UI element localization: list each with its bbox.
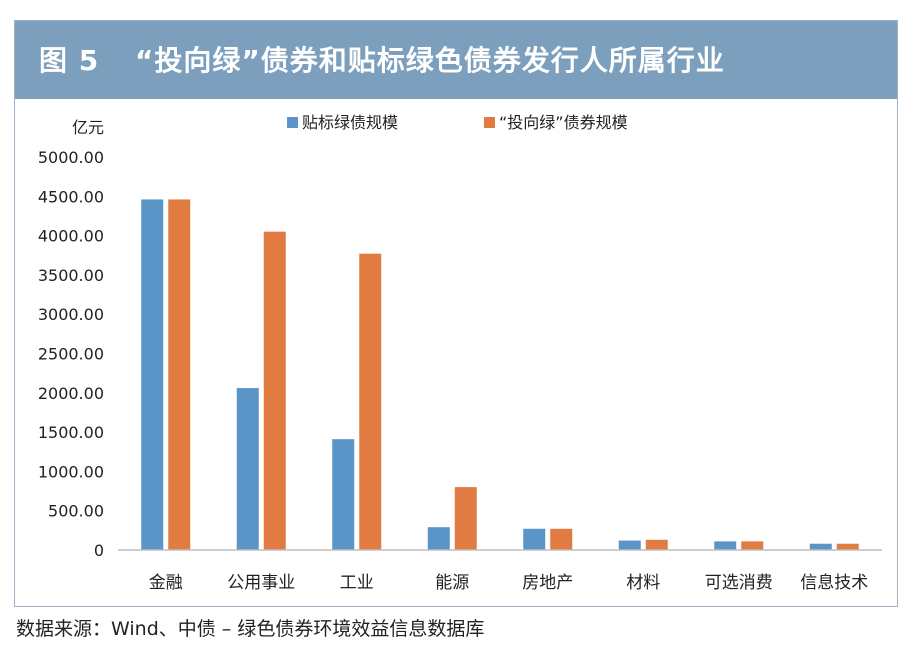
y-tick-label: 1500.00 — [38, 423, 104, 442]
y-axis-label: 亿元 — [72, 118, 104, 137]
bar-invested-green-4 — [550, 528, 573, 550]
bar-invested-green-7 — [836, 543, 859, 550]
chart-legend: 贴标绿债规模 “投向绿”债券规模 — [287, 113, 628, 132]
y-tick-label: 4500.00 — [38, 187, 104, 206]
bar-labeled-green-0 — [141, 199, 164, 550]
y-tick-label: 4000.00 — [38, 227, 104, 246]
bar-invested-green-0 — [168, 199, 191, 550]
x-tick-label: 金融 — [149, 573, 183, 593]
bar-invested-green-1 — [263, 231, 286, 551]
bar-invested-green-3 — [454, 487, 477, 550]
bar-labeled-green-6 — [714, 541, 737, 550]
x-tick-label: 信息技术 — [800, 573, 868, 593]
x-axis: 金融 公用事业 工业 能源 房地产 材料 可选消费 信息技术 — [149, 573, 869, 593]
bar-labeled-green-7 — [809, 543, 832, 550]
x-tick-label: 工业 — [340, 573, 374, 593]
bar-invested-green-6 — [741, 541, 764, 550]
x-tick-label: 能源 — [435, 573, 469, 593]
bar-labeled-green-4 — [523, 528, 546, 550]
y-tick-label: 5000.00 — [38, 148, 104, 167]
y-tick-label: 3000.00 — [38, 305, 104, 324]
legend-label: “投向绿”债券规模 — [499, 113, 628, 132]
figure-title: “投向绿”债券和贴标绿色债券发行人所属行业 — [135, 44, 725, 77]
bars-group — [141, 199, 859, 551]
y-tick-label: 0 — [94, 541, 104, 560]
legend-swatch — [484, 117, 495, 128]
legend-swatch — [287, 117, 298, 128]
figure-label: 图 5 — [39, 44, 100, 77]
legend-label: 贴标绿债规模 — [302, 113, 398, 132]
y-axis: 0 500.00 1000.00 1500.00 2000.00 2500.00 3000.… — [38, 148, 104, 560]
bar-labeled-green-3 — [427, 527, 450, 550]
bar-labeled-green-5 — [618, 540, 641, 550]
x-tick-label: 公用事业 — [227, 573, 295, 593]
y-tick-label: 2000.00 — [38, 384, 104, 403]
bar-labeled-green-2 — [332, 439, 355, 550]
bar-labeled-green-1 — [236, 388, 259, 550]
bar-invested-green-2 — [359, 253, 382, 551]
title-banner: 图 5 “投向绿”债券和贴标绿色债券发行人所属行业 — [15, 21, 897, 99]
y-tick-label: 3500.00 — [38, 266, 104, 285]
x-tick-label: 可选消费 — [705, 573, 773, 593]
data-source-note: 数据来源：Wind、中债 – 绿色债券环境效益信息数据库 — [16, 618, 485, 640]
y-tick-label: 1000.00 — [38, 462, 104, 481]
y-tick-label: 500.00 — [48, 502, 104, 521]
x-tick-label: 房地产 — [522, 573, 573, 593]
bar-invested-green-5 — [645, 539, 668, 550]
x-tick-label: 材料 — [626, 573, 660, 593]
y-tick-label: 2500.00 — [38, 345, 104, 364]
